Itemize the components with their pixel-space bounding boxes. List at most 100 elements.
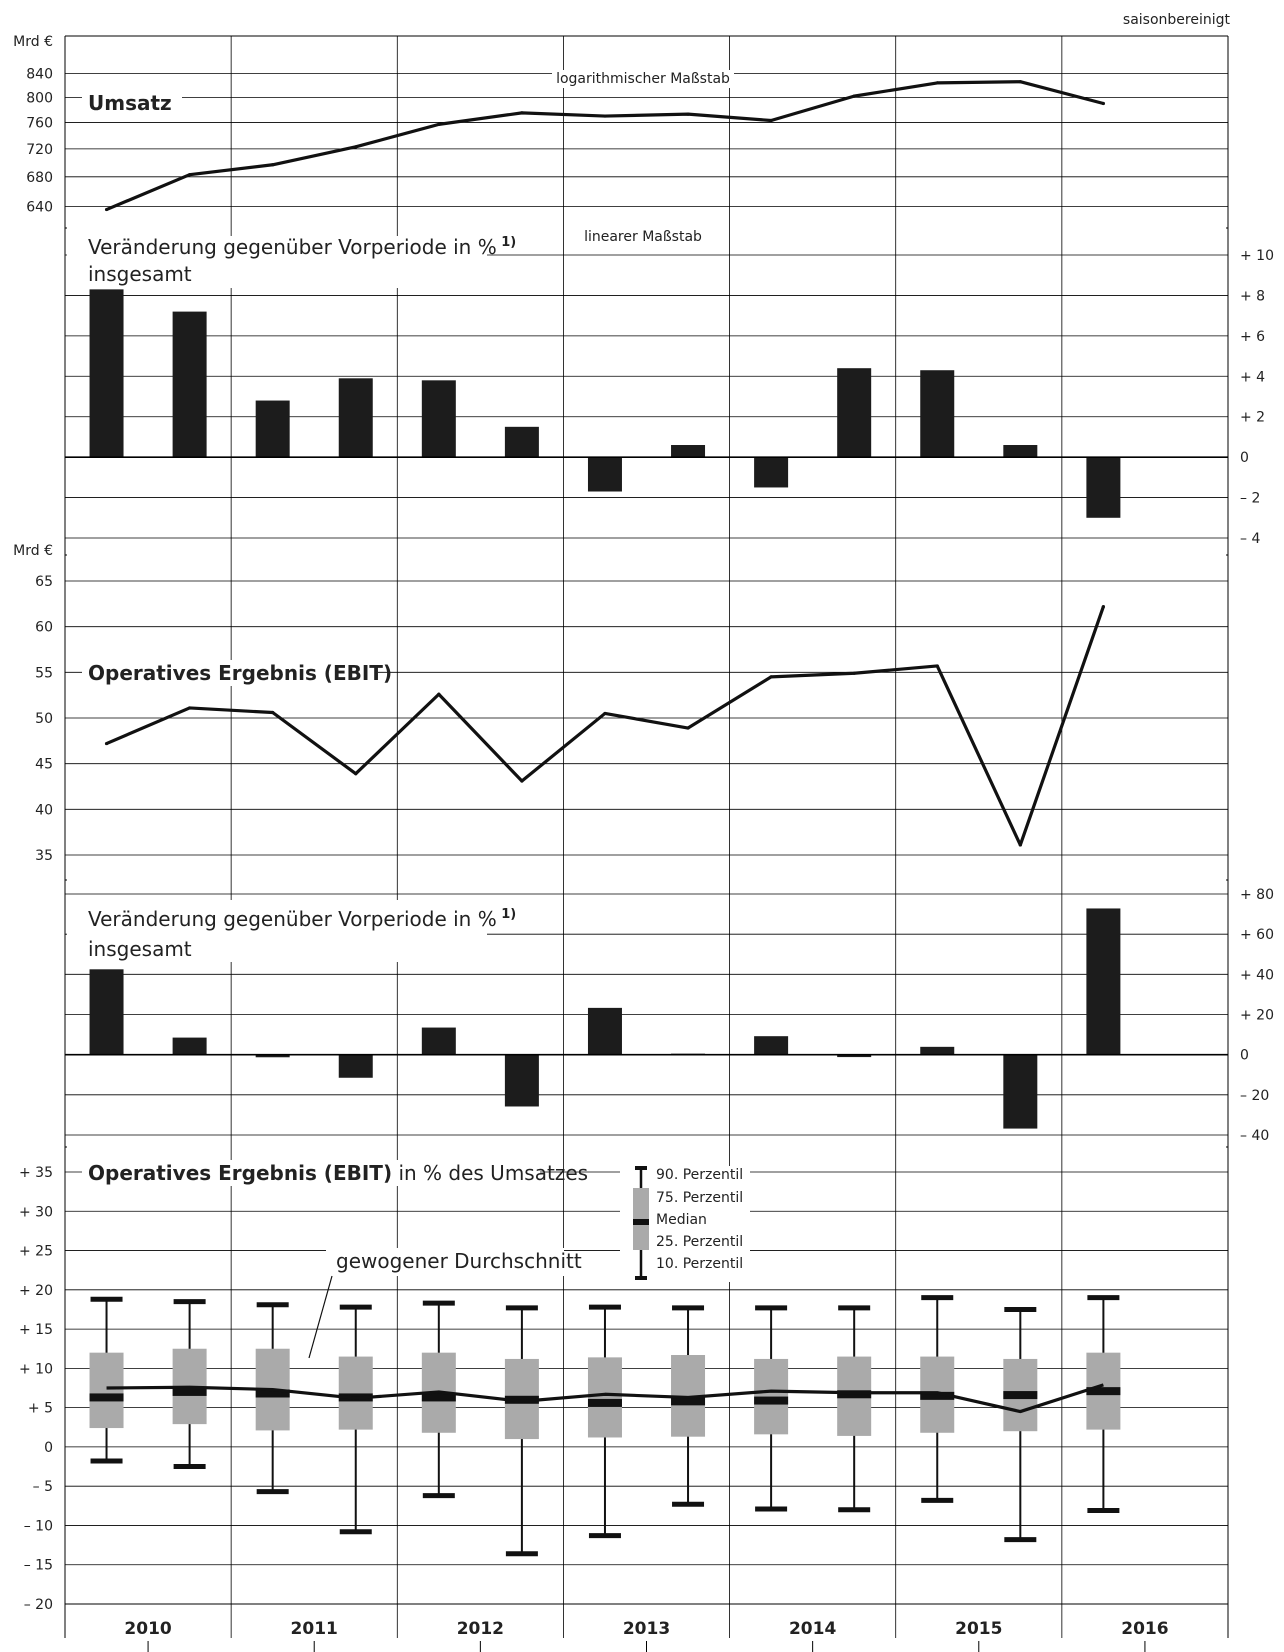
umsatz-tick-840-tick-label: 840 [26, 67, 53, 83]
box-12 [1086, 1295, 1121, 1514]
avg-label-bg [326, 1248, 564, 1276]
margin-title-rest: in % des Umsatzes [392, 1161, 588, 1185]
box-median-10 [920, 1391, 955, 1400]
ebit-change-tick-4-tick-label: + 40 [1240, 967, 1274, 983]
avg-label-leader [308, 1275, 333, 1359]
margin-tick-8-tick-label: + 20 [19, 1283, 53, 1299]
umsatz-point-3 [354, 145, 358, 149]
umsatz-change-tick-3-tick-label: + 2 [1240, 410, 1265, 426]
legend-median [633, 1219, 649, 1225]
umsatz-point-7 [686, 112, 690, 116]
ebit-change-footnote: 1) [497, 907, 517, 922]
umsatz-change-subtitle: insgesamt [88, 262, 192, 286]
ebit-change-tick-3-tick-label: + 20 [1240, 1008, 1274, 1024]
ebit-change-tick-0-tick-label: – 40 [1240, 1128, 1269, 1144]
legend-p75-label: 75. Perzentil [656, 1190, 743, 1206]
ebit-point-1 [188, 706, 192, 710]
box-3 [338, 1304, 373, 1535]
box-median-2 [255, 1389, 290, 1398]
box-11 [1003, 1306, 1038, 1543]
legend-p10-label: 10. Perzentil [656, 1256, 743, 1272]
ebit-point-10 [935, 664, 939, 668]
margin-tick-11-tick-label: + 35 [19, 1165, 53, 1181]
umsatz-point-0 [104, 207, 109, 212]
umsatz-tick-720-tick-label: 720 [26, 142, 53, 158]
panel-gap-3 [67, 1141, 1226, 1153]
ebit-tick-50-tick-label: 50 [35, 711, 53, 727]
year-label-2012: 2012 [457, 1619, 504, 1639]
umsatz-change-tick-4-tick-label: + 4 [1240, 369, 1265, 385]
umsatz-point-4 [437, 122, 441, 126]
margin-tick-label-0: – 20 [24, 1597, 53, 1613]
box-legend: 90. Perzentil 75. Perzentil Median 25. Perz… [620, 1166, 750, 1282]
chart-frame [64, 35, 1229, 1638]
box-median-12 [1086, 1387, 1121, 1396]
ebit-change-bar-1 [172, 1037, 207, 1055]
ebit-unit: Mrd € [13, 543, 53, 559]
margin-tick-4-tick-label: 0 [44, 1440, 53, 1456]
umsatz-point-2 [271, 163, 275, 167]
ebit-point-0 [104, 741, 109, 746]
year-label-2011: 2011 [291, 1619, 338, 1639]
ebit-change-bar-8 [754, 1036, 789, 1055]
umsatz-change-bar-9 [837, 368, 872, 458]
box-median-0 [89, 1393, 124, 1402]
ebit-change-bar-6 [587, 1007, 622, 1055]
ebit-change-tick-6-tick-label: + 80 [1240, 887, 1274, 903]
box-median-11 [1003, 1391, 1038, 1400]
ebit-tick-60-tick-label: 60 [35, 620, 53, 636]
box-8 [754, 1305, 789, 1512]
avg-label: gewogener Durchschnitt [336, 1249, 582, 1273]
margin-tick-9-tick-label: + 25 [19, 1244, 53, 1260]
margin-tick-6-tick-label: + 10 [19, 1361, 53, 1377]
ebit-change-bar-5 [504, 1054, 539, 1107]
box-1 [172, 1299, 207, 1470]
margin-tick-2-tick-label: – 10 [24, 1518, 53, 1534]
umsatz-change-bar-5 [504, 426, 539, 458]
panel-ebit: Mrd € 35 40 45 50 55 60 65 Operatives Ergebnis (… [13, 543, 1228, 864]
margin-title: Operatives Ergebnis (EBIT) in % des Umsa… [88, 1161, 588, 1185]
panel-gap-2 [67, 874, 1226, 886]
umsatz-tick-800-tick-label: 800 [26, 90, 53, 106]
ebit-point-11 [1018, 843, 1022, 847]
box-median-4 [421, 1393, 456, 1402]
box-iqr-0 [89, 1352, 124, 1429]
umsatz-change-bar-1 [172, 311, 207, 458]
umsatz-change-title: Veränderung gegenüber Vorperiode in % 1) [88, 235, 516, 259]
umsatz-change-tick-1-tick-label: – 2 [1240, 491, 1260, 507]
umsatz-change-bar-4 [421, 380, 456, 458]
linear-scale-note: linearer Maßstab [584, 229, 702, 245]
box-median-8 [754, 1396, 789, 1405]
umsatz-point-10 [935, 81, 939, 85]
umsatz-title-bg [82, 90, 182, 114]
umsatz-unit: Mrd € [13, 34, 53, 50]
x-axis: 2010 2011 2012 2013 2014 2015 2016 [124, 1619, 1169, 1652]
umsatz-change-bar-7 [671, 445, 706, 458]
ebit-point-8 [769, 675, 773, 679]
ebit-point-12 [1101, 604, 1105, 609]
ebit-change-bar-3 [338, 1054, 373, 1078]
umsatz-change-title-text: Veränderung gegenüber Vorperiode in % [88, 235, 497, 259]
ebit-change-tick-2-tick-label: 0 [1240, 1048, 1249, 1064]
year-label-2015: 2015 [955, 1619, 1002, 1639]
gridlines [230, 36, 1063, 1638]
legend-median-label: Median [656, 1212, 707, 1228]
panel-ebit-margin: – 20 – 15 – 10 – 5 0 + 5 + 10 + 15 + 20 + 25 + 30 +… [19, 1160, 1228, 1613]
umsatz-change-bar-0 [89, 289, 124, 458]
umsatz-change-footnote: 1) [497, 235, 517, 250]
panel-umsatz: Mrd € 640 680 720 760 800 840 logarithmischer M… [13, 34, 1228, 215]
ebit-point-2 [271, 710, 275, 715]
ebit-change-subtitle: insgesamt [88, 937, 192, 961]
umsatz-change-tick-6-tick-label: + 8 [1240, 288, 1265, 304]
umsatz-change-bar-2 [255, 400, 290, 458]
umsatz-change-bar-12 [1086, 457, 1121, 518]
ebit-change-title-bg [67, 900, 487, 962]
umsatz-line [105, 80, 1104, 212]
legend-p25-label: 25. Perzentil [656, 1234, 743, 1250]
umsatz-tick-640-tick-label: 640 [26, 199, 53, 215]
year-label-2013: 2013 [623, 1619, 670, 1639]
ebit-title-bg [82, 660, 378, 686]
ebit-point-5 [520, 779, 524, 783]
umsatz-change-bar-3 [338, 378, 373, 458]
